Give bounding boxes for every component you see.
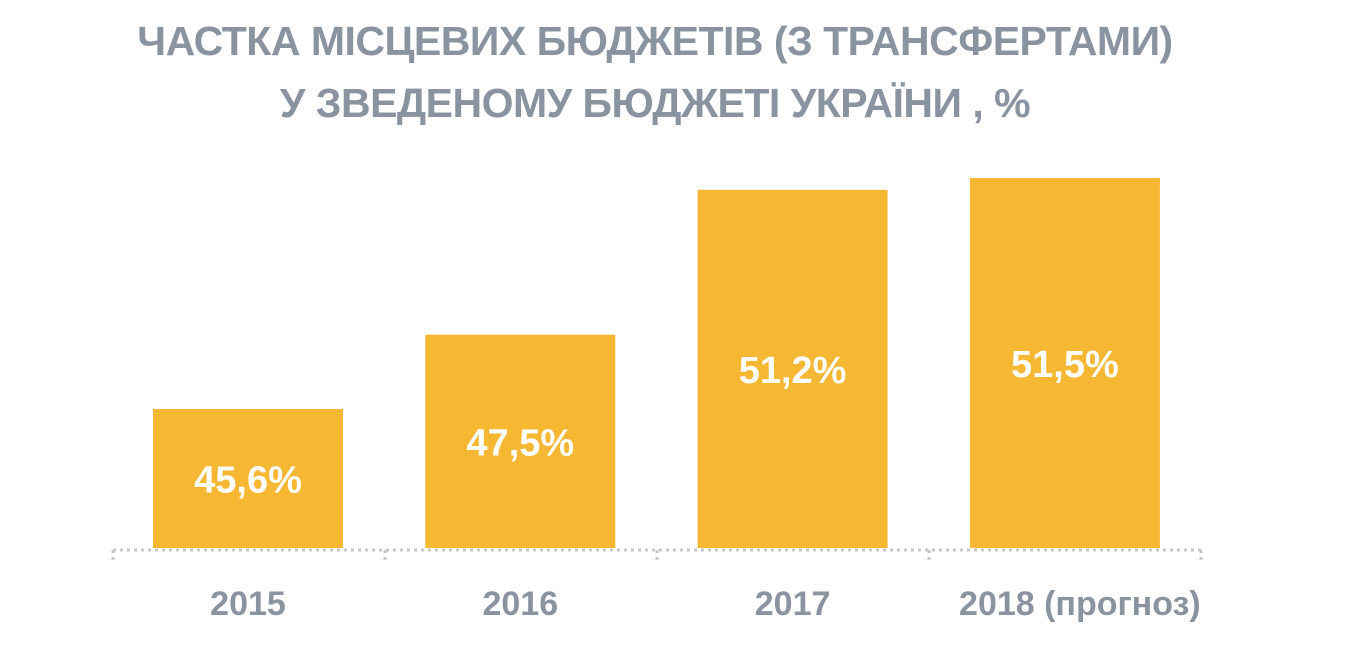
data-label: 51,5% xyxy=(1011,344,1119,386)
x-tick-label: 2016 xyxy=(482,585,558,623)
x-tick-label: 2018 (прогноз) xyxy=(959,585,1201,623)
bar-2016 xyxy=(425,334,616,548)
chart-title-line1: ЧАСТКА МІСЦЕВИХ БЮДЖЕТІВ (З ТРАНСФЕРТАМИ… xyxy=(137,18,1173,64)
bar-2015 xyxy=(153,409,343,548)
data-label: 51,2% xyxy=(739,350,847,392)
bar-2018 xyxy=(969,178,1160,548)
data-label: 45,6% xyxy=(194,460,302,502)
data-label: 47,5% xyxy=(466,422,574,464)
x-tick-label: 2017 xyxy=(755,585,831,623)
bar-2017 xyxy=(697,189,888,548)
chart-title-line2: У ЗВЕДЕНОМУ БЮДЖЕТІ УКРАЇНИ , % xyxy=(279,80,1031,126)
x-tick-label: 2015 xyxy=(210,585,286,623)
